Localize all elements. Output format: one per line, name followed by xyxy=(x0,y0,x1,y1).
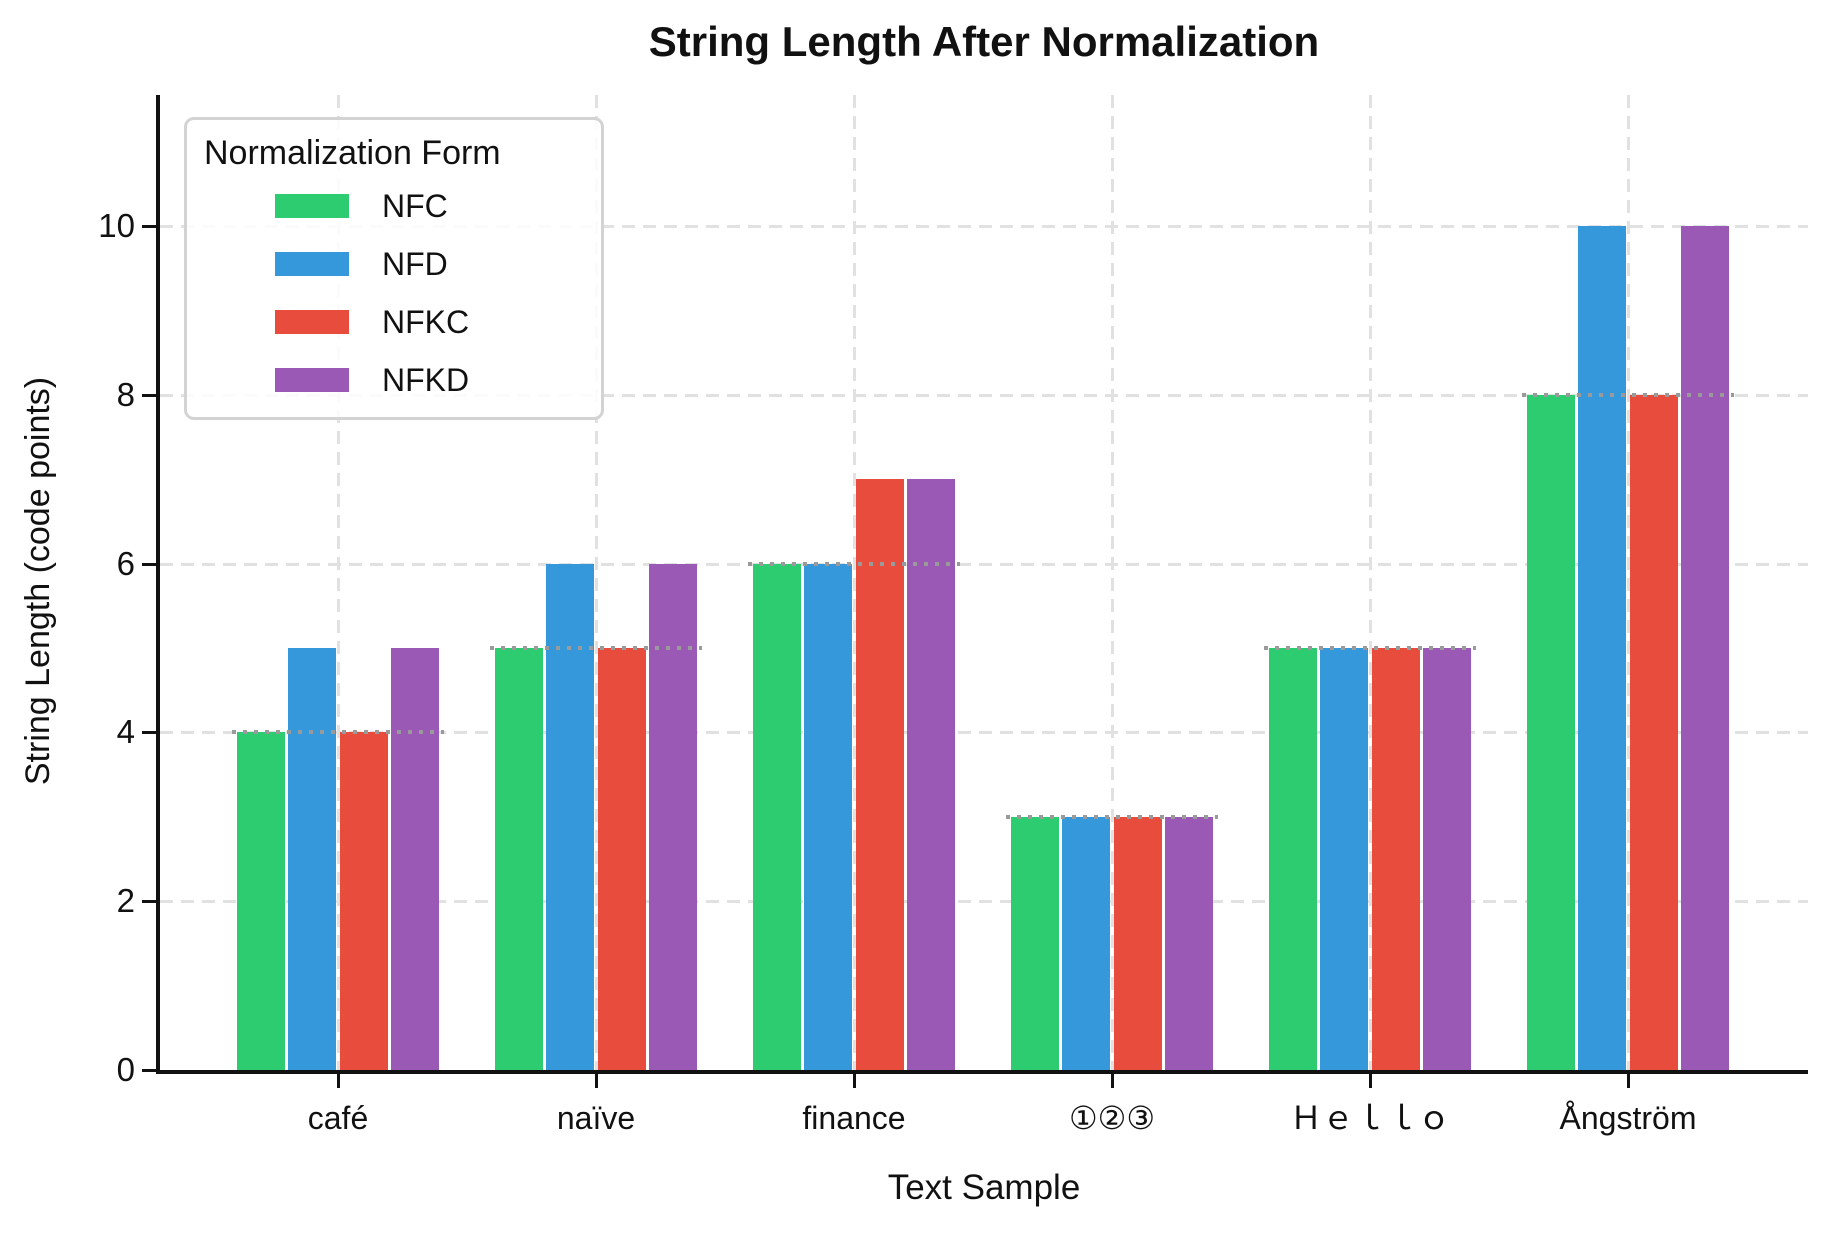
x-tick-label: finance xyxy=(802,1100,906,1136)
bar-NFKC-Ångström xyxy=(1630,395,1678,1070)
bar-NFKD-finance xyxy=(907,479,955,1070)
bar-NFC-café xyxy=(237,732,285,1070)
y-tick-mark xyxy=(142,1069,156,1072)
x-tick-mark xyxy=(337,1074,340,1088)
legend-item-NFKD: NFKD xyxy=(187,351,601,409)
x-axis-label: Text Sample xyxy=(887,1168,1081,1207)
legend-swatch-icon xyxy=(275,194,349,218)
original-length-marker xyxy=(1521,392,1735,397)
bar-NFC-Ångström xyxy=(1527,395,1575,1070)
legend-item-NFKC: NFKC xyxy=(187,293,601,351)
bar-NFC-naïve xyxy=(495,648,543,1070)
y-gridline xyxy=(160,393,1808,397)
x-tick-mark xyxy=(1369,1074,1372,1088)
y-gridline xyxy=(160,900,1808,904)
bar-NFKD-①②③ xyxy=(1165,817,1213,1070)
x-tick-mark xyxy=(1111,1074,1114,1088)
bar-NFKC-finance xyxy=(856,479,904,1070)
bar-NFD-café xyxy=(288,648,336,1070)
x-tick-mark xyxy=(853,1074,856,1088)
legend: Normalization Form NFC NFD NFKC NFKD xyxy=(184,117,604,420)
legend-item-NFC: NFC xyxy=(187,177,601,235)
chart-title: String Length After Normalization xyxy=(648,18,1320,65)
bar-NFKD-Ｈｅｌｌｏ xyxy=(1423,648,1471,1070)
bar-NFC-①②③ xyxy=(1011,817,1059,1070)
x-gridline xyxy=(853,95,856,1070)
bar-NFD-naïve xyxy=(546,564,594,1070)
x-tick-label: Ångström xyxy=(1559,1100,1697,1136)
x-gridline xyxy=(1111,95,1114,1070)
bar-NFKD-Ångström xyxy=(1681,226,1729,1070)
legend-label: NFD xyxy=(382,245,448,282)
y-tick-label: 2 xyxy=(116,882,135,920)
y-tick-label: 8 xyxy=(116,375,135,413)
y-tick-label: 0 xyxy=(116,1051,135,1088)
bar-NFKC-Ｈｅｌｌｏ xyxy=(1372,648,1420,1070)
x-gridline xyxy=(1627,95,1630,1070)
y-axis-spine xyxy=(156,95,160,1074)
x-tick-label: café xyxy=(307,1100,369,1136)
bar-NFC-Ｈｅｌｌｏ xyxy=(1269,648,1317,1070)
bar-NFKC-①②③ xyxy=(1114,817,1162,1070)
legend-swatch-icon xyxy=(275,252,349,276)
y-tick-mark xyxy=(142,393,156,397)
x-tick-mark xyxy=(1627,1074,1630,1088)
y-tick-mark xyxy=(142,731,156,735)
y-gridline xyxy=(160,731,1808,735)
legend-item-NFD: NFD xyxy=(187,235,601,293)
original-length-marker xyxy=(489,646,703,650)
y-gridline xyxy=(160,562,1808,566)
y-gridline xyxy=(160,225,1808,228)
x-gridline xyxy=(595,95,598,1070)
bar-NFD-①②③ xyxy=(1062,817,1110,1070)
y-tick-label: 10 xyxy=(98,207,135,244)
legend-title: Normalization Form xyxy=(204,134,501,172)
legend-swatch-icon xyxy=(275,310,349,334)
bar-NFD-Ångström xyxy=(1578,226,1626,1070)
y-tick-mark xyxy=(142,900,156,904)
x-tick-label: naïve xyxy=(556,1100,636,1136)
legend-label: NFKC xyxy=(382,303,470,340)
legend-label: NFKD xyxy=(382,361,470,398)
original-length-marker xyxy=(747,561,961,566)
bar-NFD-Ｈｅｌｌｏ xyxy=(1320,648,1368,1070)
y-tick-label: 4 xyxy=(116,713,135,751)
y-tick-label: 6 xyxy=(116,544,135,582)
legend-label: NFC xyxy=(382,187,448,224)
bar-NFKC-café xyxy=(340,732,388,1070)
y-tick-mark xyxy=(142,562,156,566)
y-tick-mark xyxy=(142,225,156,228)
bar-NFKD-café xyxy=(391,648,439,1070)
original-length-marker xyxy=(1005,814,1219,819)
x-gridline xyxy=(337,95,340,1070)
bar-NFD-finance xyxy=(804,564,852,1070)
legend-entries: NFC NFD NFKC NFKD xyxy=(187,177,601,409)
original-length-marker xyxy=(231,730,445,735)
x-tick-mark xyxy=(595,1074,598,1088)
bar-NFC-finance xyxy=(753,564,801,1070)
x-gridline xyxy=(1369,95,1372,1070)
legend-swatch-icon xyxy=(275,368,349,392)
x-tick-label: Ｈｅｌｌｏ xyxy=(1289,1100,1450,1136)
bar-NFKC-naïve xyxy=(598,648,646,1070)
x-axis-spine xyxy=(156,1070,1808,1074)
original-length-marker xyxy=(1263,646,1477,650)
bar-NFKD-naïve xyxy=(649,564,697,1070)
x-tick-label: ①②③ xyxy=(1068,1100,1156,1136)
